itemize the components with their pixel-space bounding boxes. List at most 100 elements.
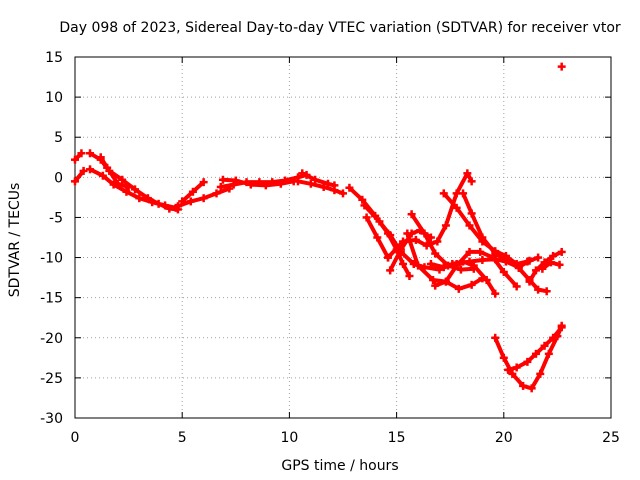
x-tick-label: 10	[280, 430, 298, 446]
axis-ticks: 0 5 10 15 20 25 -30 -25 -20 -15 -10 -5 0 5 10 15	[40, 50, 620, 446]
data-point	[512, 282, 521, 291]
data-point	[360, 201, 369, 210]
y-tick-label: -30	[40, 411, 63, 427]
data-point	[523, 357, 532, 366]
data-point	[439, 263, 448, 272]
data-point	[178, 197, 187, 206]
series-track-b	[73, 168, 86, 184]
x-tick-label: 5	[178, 430, 187, 446]
data-point	[96, 153, 105, 162]
grid	[75, 57, 611, 418]
data-point	[542, 287, 551, 296]
data-point	[465, 247, 474, 256]
data-point	[131, 185, 140, 194]
data-point	[330, 181, 339, 190]
data-point	[555, 260, 564, 269]
y-tick-label: -5	[49, 210, 63, 226]
x-tick-label: 0	[71, 430, 80, 446]
data-point	[399, 259, 408, 268]
data-point	[199, 178, 208, 187]
data-point	[323, 179, 332, 188]
data-point	[199, 194, 208, 203]
data-point	[549, 333, 558, 342]
data-point	[469, 264, 478, 273]
data-point	[311, 175, 320, 184]
data-point	[298, 169, 307, 178]
data-point	[375, 217, 384, 226]
series-track-e	[98, 155, 131, 189]
data-point	[118, 175, 127, 184]
y-tick-label: 10	[45, 90, 63, 106]
data-point	[98, 171, 107, 180]
data-point	[441, 221, 450, 230]
data-point	[478, 233, 487, 242]
data-point	[362, 213, 371, 222]
data-point	[557, 323, 566, 332]
data-point	[514, 263, 523, 272]
x-tick-label: 15	[388, 430, 406, 446]
data-point	[77, 149, 86, 158]
data-point	[508, 369, 517, 378]
y-tick-label: 0	[54, 170, 63, 186]
data-point	[540, 341, 549, 350]
data-point	[504, 365, 513, 374]
data-point	[538, 264, 547, 273]
data-point	[420, 229, 429, 238]
data-point	[86, 149, 95, 158]
data-point	[491, 333, 500, 342]
data-point	[463, 169, 472, 178]
y-tick-label: -15	[40, 291, 63, 307]
data-point	[345, 183, 354, 192]
data-point	[546, 258, 555, 267]
data-point	[414, 261, 423, 270]
data-point	[426, 259, 435, 268]
y-axis-label: SDTVAR / TECUs	[7, 183, 23, 298]
data-series	[71, 62, 566, 393]
data-point	[384, 253, 393, 262]
data-point	[161, 201, 170, 210]
point-outlier	[557, 62, 566, 71]
data-point	[358, 195, 367, 204]
data-point	[557, 247, 566, 256]
data-point	[148, 198, 157, 207]
data-point	[186, 197, 195, 206]
data-point	[79, 166, 88, 175]
data-point	[454, 284, 463, 293]
data-point	[482, 276, 491, 285]
y-tick-label: -10	[40, 251, 63, 267]
data-point	[467, 177, 476, 186]
data-point	[531, 349, 540, 358]
data-point	[122, 187, 131, 196]
data-point	[306, 179, 315, 188]
data-point	[433, 237, 442, 246]
data-point	[525, 277, 534, 286]
x-axis-label: GPS time / hours	[281, 458, 398, 474]
data-point	[124, 182, 133, 191]
data-point	[293, 177, 302, 186]
data-point	[527, 384, 536, 393]
y-tick-label: -20	[40, 331, 63, 347]
data-point	[231, 176, 240, 185]
data-point	[439, 189, 448, 198]
data-point	[499, 267, 508, 276]
data-point	[512, 363, 521, 372]
data-point	[536, 369, 545, 378]
data-point	[491, 249, 500, 258]
data-point	[476, 247, 485, 256]
data-point	[403, 229, 412, 238]
data-point	[411, 235, 420, 244]
y-tick-label: -25	[40, 371, 63, 387]
data-point	[519, 381, 528, 390]
data-point	[86, 165, 95, 174]
data-point	[549, 251, 558, 260]
data-point	[103, 163, 112, 172]
data-point	[523, 257, 532, 266]
data-point	[459, 189, 468, 198]
data-point	[71, 155, 79, 164]
data-point	[173, 202, 182, 211]
chart-title: Day 098 of 2023, Sidereal Day-to-day VTE…	[59, 20, 621, 36]
data-point	[429, 276, 438, 285]
series-track-t	[433, 249, 519, 289]
y-tick-label: 5	[54, 130, 63, 146]
data-point	[478, 274, 487, 283]
